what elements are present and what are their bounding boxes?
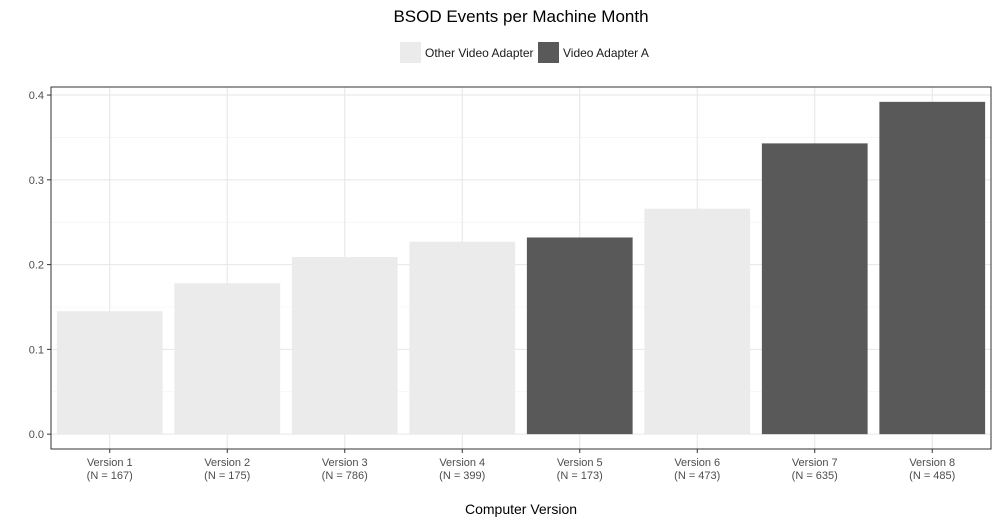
x-tick-sublabel-version-3: (N = 786) — [322, 470, 368, 482]
bar-version-1 — [56, 311, 163, 435]
y-axis: 0.0 0.1 0.2 0.3 0.4 — [29, 90, 51, 441]
x-tick-label-version-1: Version 1 — [87, 457, 133, 469]
y-tick-label: 0.3 — [29, 175, 44, 187]
legend-swatch-other-video-adapter — [400, 42, 421, 63]
y-tick-label: 0.2 — [29, 260, 44, 272]
plot-panel-border — [50, 86, 992, 450]
legend-swatch-video-adapter-a — [538, 42, 559, 63]
x-tick-sublabel-version-2: (N = 175) — [204, 470, 250, 482]
bars — [56, 101, 986, 435]
x-tick-sublabel-version-1: (N = 167) — [87, 470, 133, 482]
y-tick-label: 0.4 — [29, 90, 44, 102]
bar-version-2 — [174, 283, 281, 435]
bar-version-8 — [879, 101, 986, 435]
legend-label-video-adapter-a: Video Adapter A — [563, 46, 649, 60]
bar-version-7 — [761, 143, 868, 435]
legend: Other Video Adapter Video Adapter A — [400, 42, 649, 63]
x-tick-sublabel-version-4: (N = 399) — [439, 470, 485, 482]
bar-version-5 — [526, 237, 633, 435]
bar-version-4 — [409, 241, 516, 435]
y-tick-label: 0.1 — [29, 344, 44, 356]
x-axis-title: Computer Version — [465, 501, 577, 517]
x-axis: Version 1(N = 167) Version 2(N = 175) Vers… — [87, 449, 955, 482]
x-tick-label-version-8: Version 8 — [909, 457, 955, 469]
x-tick-label-version-2: Version 2 — [204, 457, 250, 469]
x-tick-sublabel-version-7: (N = 635) — [792, 470, 838, 482]
x-tick-label-version-6: Version 6 — [674, 457, 720, 469]
bar-version-6 — [644, 208, 751, 435]
legend-label-other-video-adapter: Other Video Adapter — [425, 46, 534, 60]
x-tick-label-version-7: Version 7 — [792, 457, 838, 469]
x-tick-sublabel-version-8: (N = 485) — [909, 470, 955, 482]
chart-title: BSOD Events per Machine Month — [393, 7, 648, 26]
x-tick-sublabel-version-6: (N = 473) — [674, 470, 720, 482]
bar-version-3 — [291, 256, 398, 435]
x-tick-sublabel-version-5: (N = 173) — [557, 470, 603, 482]
x-tick-label-version-5: Version 5 — [557, 457, 603, 469]
y-tick-label: 0.0 — [29, 429, 44, 441]
x-tick-label-version-4: Version 4 — [439, 457, 485, 469]
x-tick-label-version-3: Version 3 — [322, 457, 368, 469]
